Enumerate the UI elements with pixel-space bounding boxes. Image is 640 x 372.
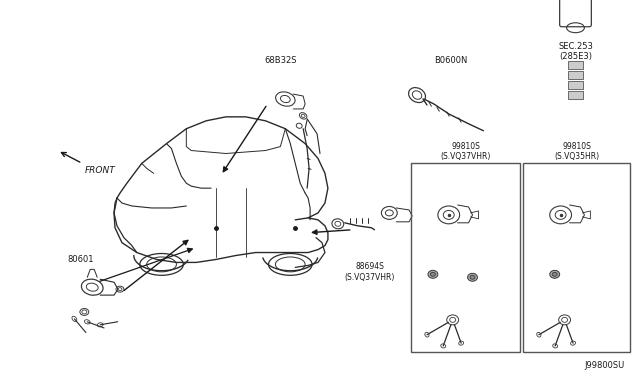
Bar <box>523 163 630 352</box>
Bar <box>568 81 584 89</box>
Ellipse shape <box>468 273 477 281</box>
Ellipse shape <box>550 270 559 278</box>
Bar <box>568 71 584 79</box>
Ellipse shape <box>431 272 435 276</box>
Ellipse shape <box>552 272 557 276</box>
Bar <box>411 163 520 352</box>
Text: FRONT: FRONT <box>84 166 115 175</box>
Text: 80601: 80601 <box>67 256 94 264</box>
Text: B0600N: B0600N <box>434 57 467 65</box>
Text: 68B32S: 68B32S <box>264 57 296 65</box>
Text: SEC.253
(285E3): SEC.253 (285E3) <box>558 42 593 61</box>
Text: 99810S
(S.VQ37VHR): 99810S (S.VQ37VHR) <box>440 142 491 161</box>
Text: J99800SU: J99800SU <box>585 362 625 371</box>
Bar <box>568 91 584 99</box>
Ellipse shape <box>428 270 438 278</box>
Text: 88694S
(S.VQ37VHR): 88694S (S.VQ37VHR) <box>344 262 395 282</box>
Bar <box>568 61 584 69</box>
Ellipse shape <box>470 275 475 279</box>
Text: 99810S
(S.VQ35HR): 99810S (S.VQ35HR) <box>554 142 599 161</box>
